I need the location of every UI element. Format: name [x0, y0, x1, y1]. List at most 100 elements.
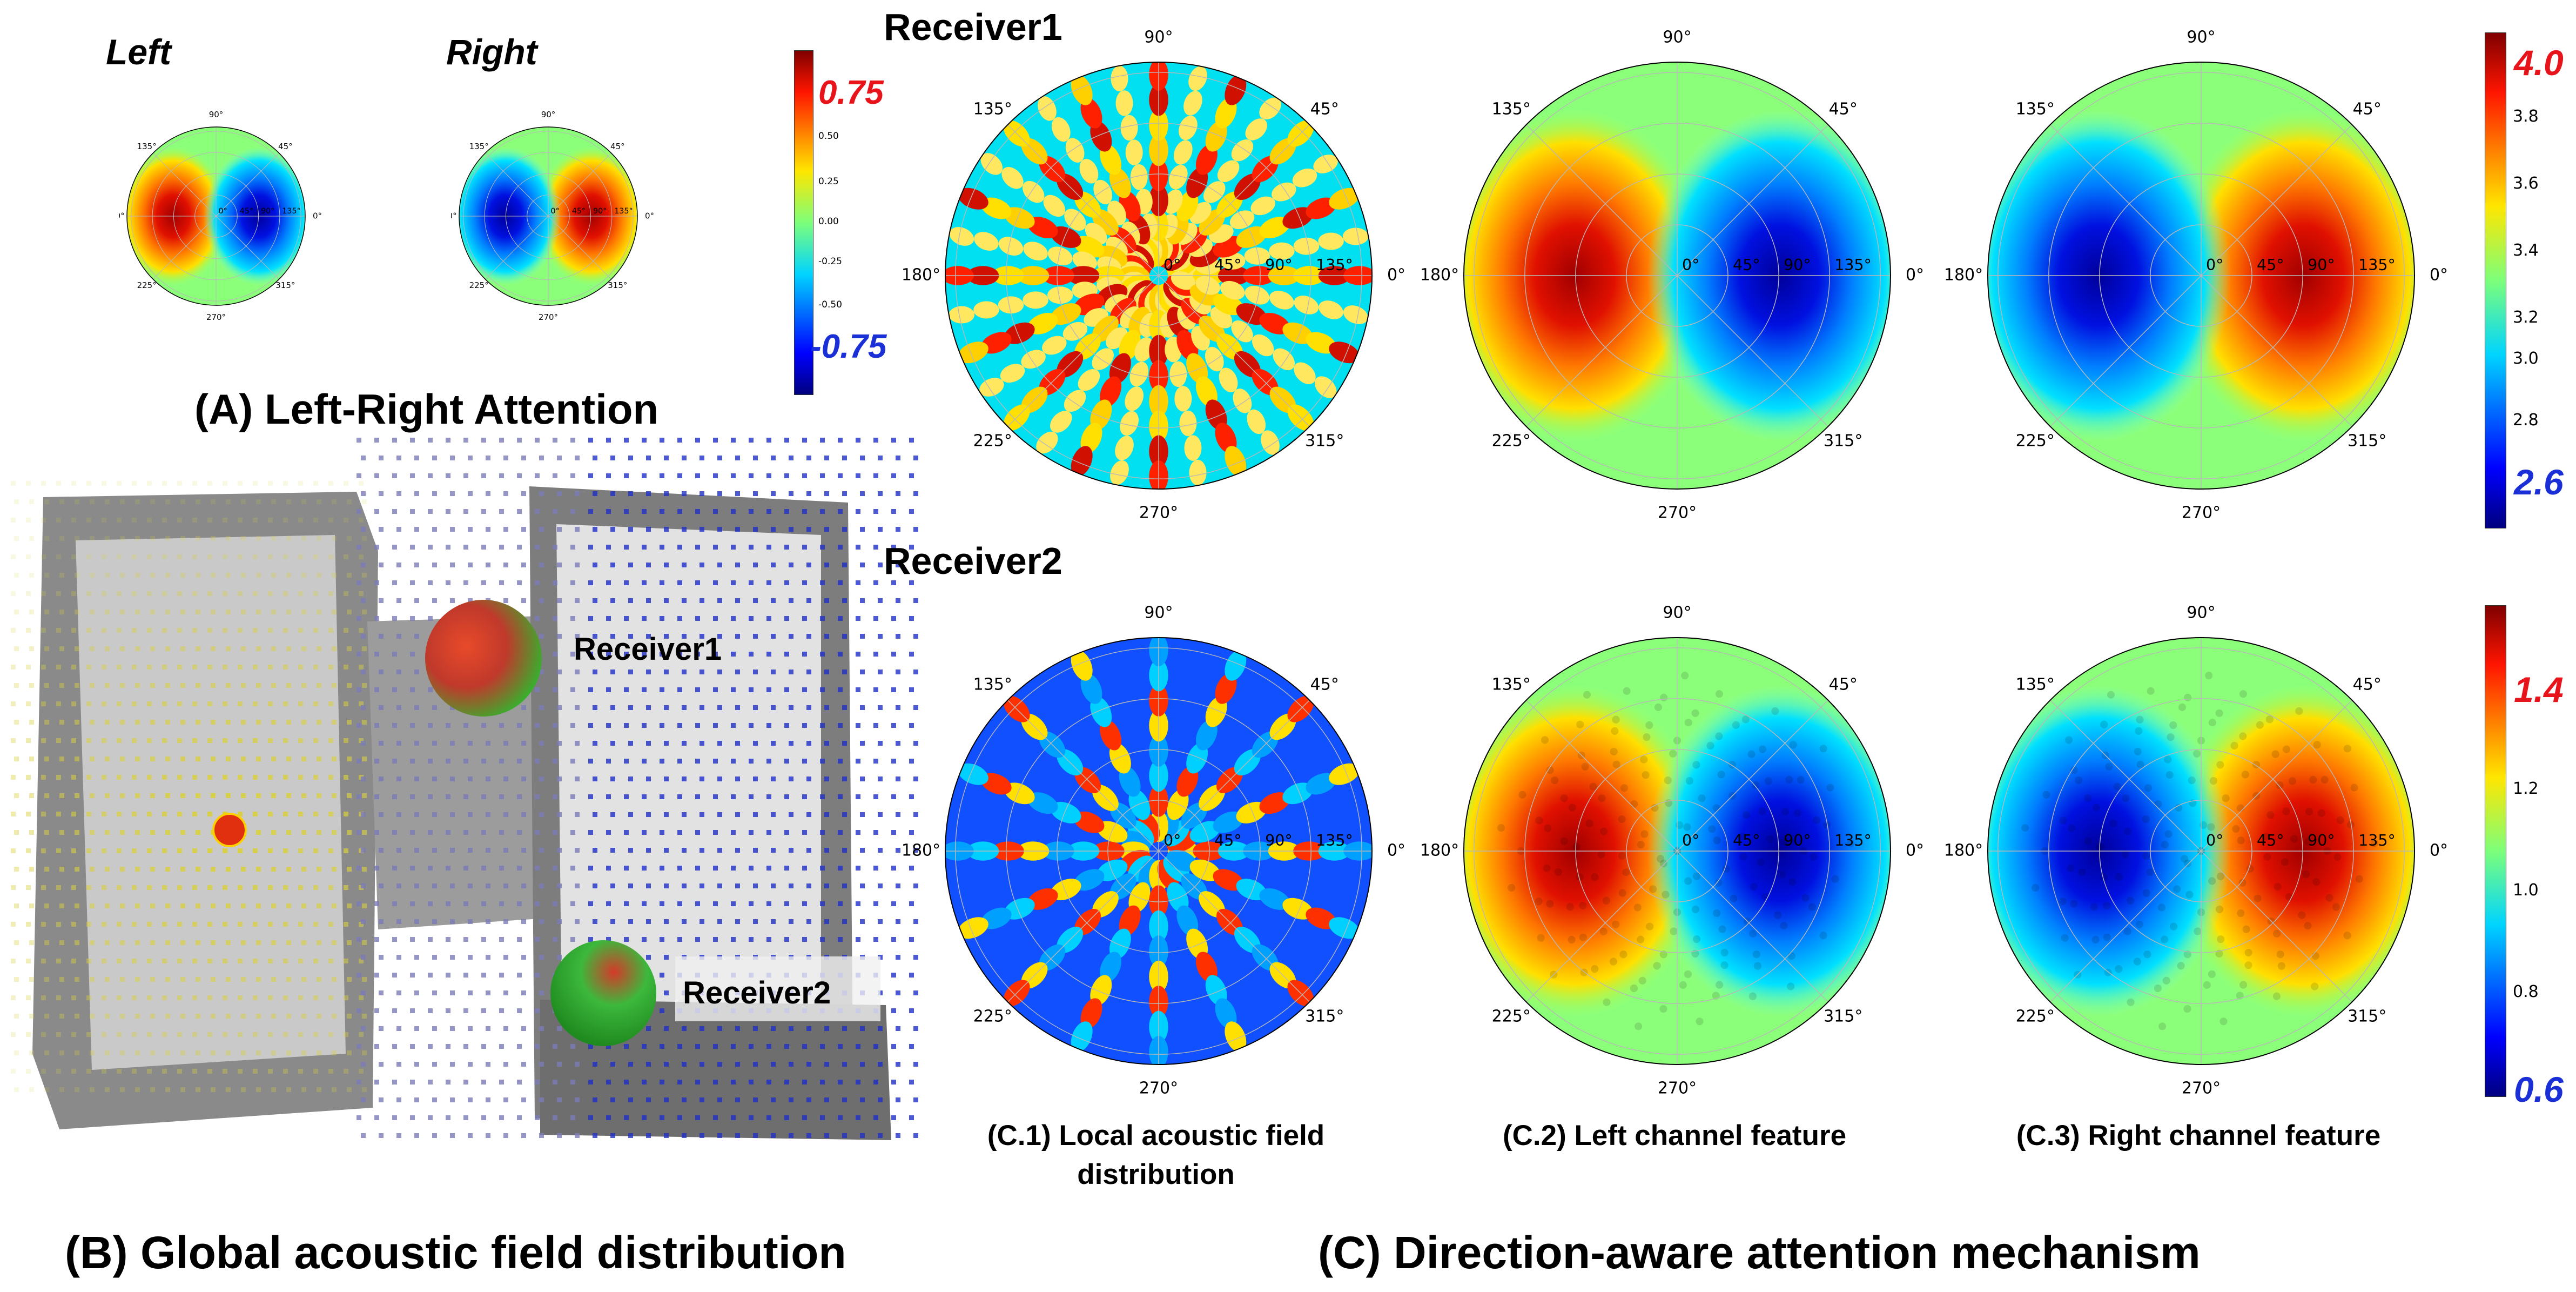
field-point [610, 812, 615, 817]
field-point [646, 883, 651, 888]
texture-dot [2107, 691, 2115, 699]
field-point [575, 527, 580, 532]
field-point [913, 919, 918, 924]
texture-dot [2183, 950, 2191, 959]
field-point [41, 554, 46, 559]
field-point [521, 848, 526, 853]
polar-tick-label: 180° [451, 211, 457, 221]
field-point [486, 1026, 490, 1031]
field-point [268, 1069, 273, 1074]
colorbar-c1-tick: 3.2 [2513, 308, 2539, 327]
field-point [317, 573, 321, 578]
field-point [713, 687, 718, 692]
field-lobe [1004, 898, 1035, 920]
field-point [192, 812, 197, 816]
field-point [588, 1115, 593, 1120]
field-point [344, 701, 348, 706]
field-point [180, 1087, 185, 1092]
texture-dot [1568, 935, 1576, 944]
texture-dot [2143, 950, 2151, 959]
field-point [753, 1133, 758, 1138]
field-point [909, 438, 914, 443]
field-point [432, 527, 437, 532]
field-point [223, 1069, 227, 1074]
field-point [820, 937, 825, 942]
field-point [789, 1062, 793, 1067]
field-point [713, 794, 718, 799]
texture-dot [2067, 864, 2075, 872]
field-point [328, 554, 333, 559]
field-point [717, 741, 722, 746]
field-point [521, 598, 526, 603]
polar-radial-label: 0° [1682, 256, 1699, 274]
field-point [450, 598, 455, 603]
field-point [503, 491, 508, 496]
field-point [570, 866, 575, 871]
field-lobe [1115, 436, 1134, 460]
texture-dot [2142, 852, 2150, 860]
field-point [286, 867, 291, 872]
field-point [664, 491, 669, 496]
colorbar-c2-min: 0.6 [2514, 1069, 2564, 1109]
field-point [731, 545, 736, 550]
field-point [41, 812, 46, 816]
field-point [207, 738, 212, 743]
field-point [328, 995, 333, 1000]
field-point [361, 598, 366, 603]
field-point [271, 940, 276, 945]
field-point [317, 830, 321, 835]
field-point [789, 456, 793, 460]
field-point [223, 995, 227, 1000]
field-lobe [1080, 423, 1102, 453]
field-point [450, 848, 455, 853]
polar-tick-label: 135° [137, 142, 157, 151]
field-point [223, 481, 227, 486]
field-point [446, 1044, 450, 1049]
field-point [749, 1115, 754, 1120]
field-point [878, 883, 883, 888]
field-point [359, 922, 364, 927]
texture-dot [2136, 760, 2144, 768]
field-point [878, 1097, 883, 1102]
field-point [784, 616, 789, 621]
polar-radial-label: 90° [2308, 832, 2335, 849]
field-point [120, 940, 125, 945]
field-point [789, 812, 793, 817]
field-point [177, 812, 182, 816]
polar-tick-label: 270° [206, 312, 226, 322]
field-point [463, 473, 468, 478]
field-point [517, 580, 522, 585]
field-point [432, 812, 437, 817]
field-point [207, 959, 212, 963]
field-point [256, 793, 261, 798]
field-point [165, 940, 170, 945]
field-point [150, 646, 155, 651]
field-lobe [1184, 435, 1202, 461]
field-point [147, 665, 152, 670]
field-point [664, 705, 669, 710]
field-point [557, 883, 562, 888]
texture-dot [2177, 962, 2185, 970]
field-point [392, 438, 397, 443]
field-point [196, 610, 200, 614]
field-point [332, 536, 337, 541]
field-point [347, 793, 352, 798]
field-lobe [1342, 227, 1369, 245]
field-point [838, 509, 843, 514]
field-point [362, 977, 367, 982]
field-point [150, 610, 155, 614]
field-point [749, 901, 754, 906]
field-point [105, 610, 110, 614]
field-point [713, 1080, 718, 1085]
field-point [735, 741, 740, 746]
field-point [332, 793, 337, 798]
field-point [878, 1133, 883, 1138]
field-point [873, 1080, 878, 1085]
field-point [628, 919, 633, 924]
field-point [842, 527, 847, 532]
field-point [664, 883, 669, 888]
texture-dot [2123, 927, 2131, 935]
field-point [71, 959, 76, 963]
field-point [298, 554, 303, 559]
field-point [332, 1014, 337, 1019]
